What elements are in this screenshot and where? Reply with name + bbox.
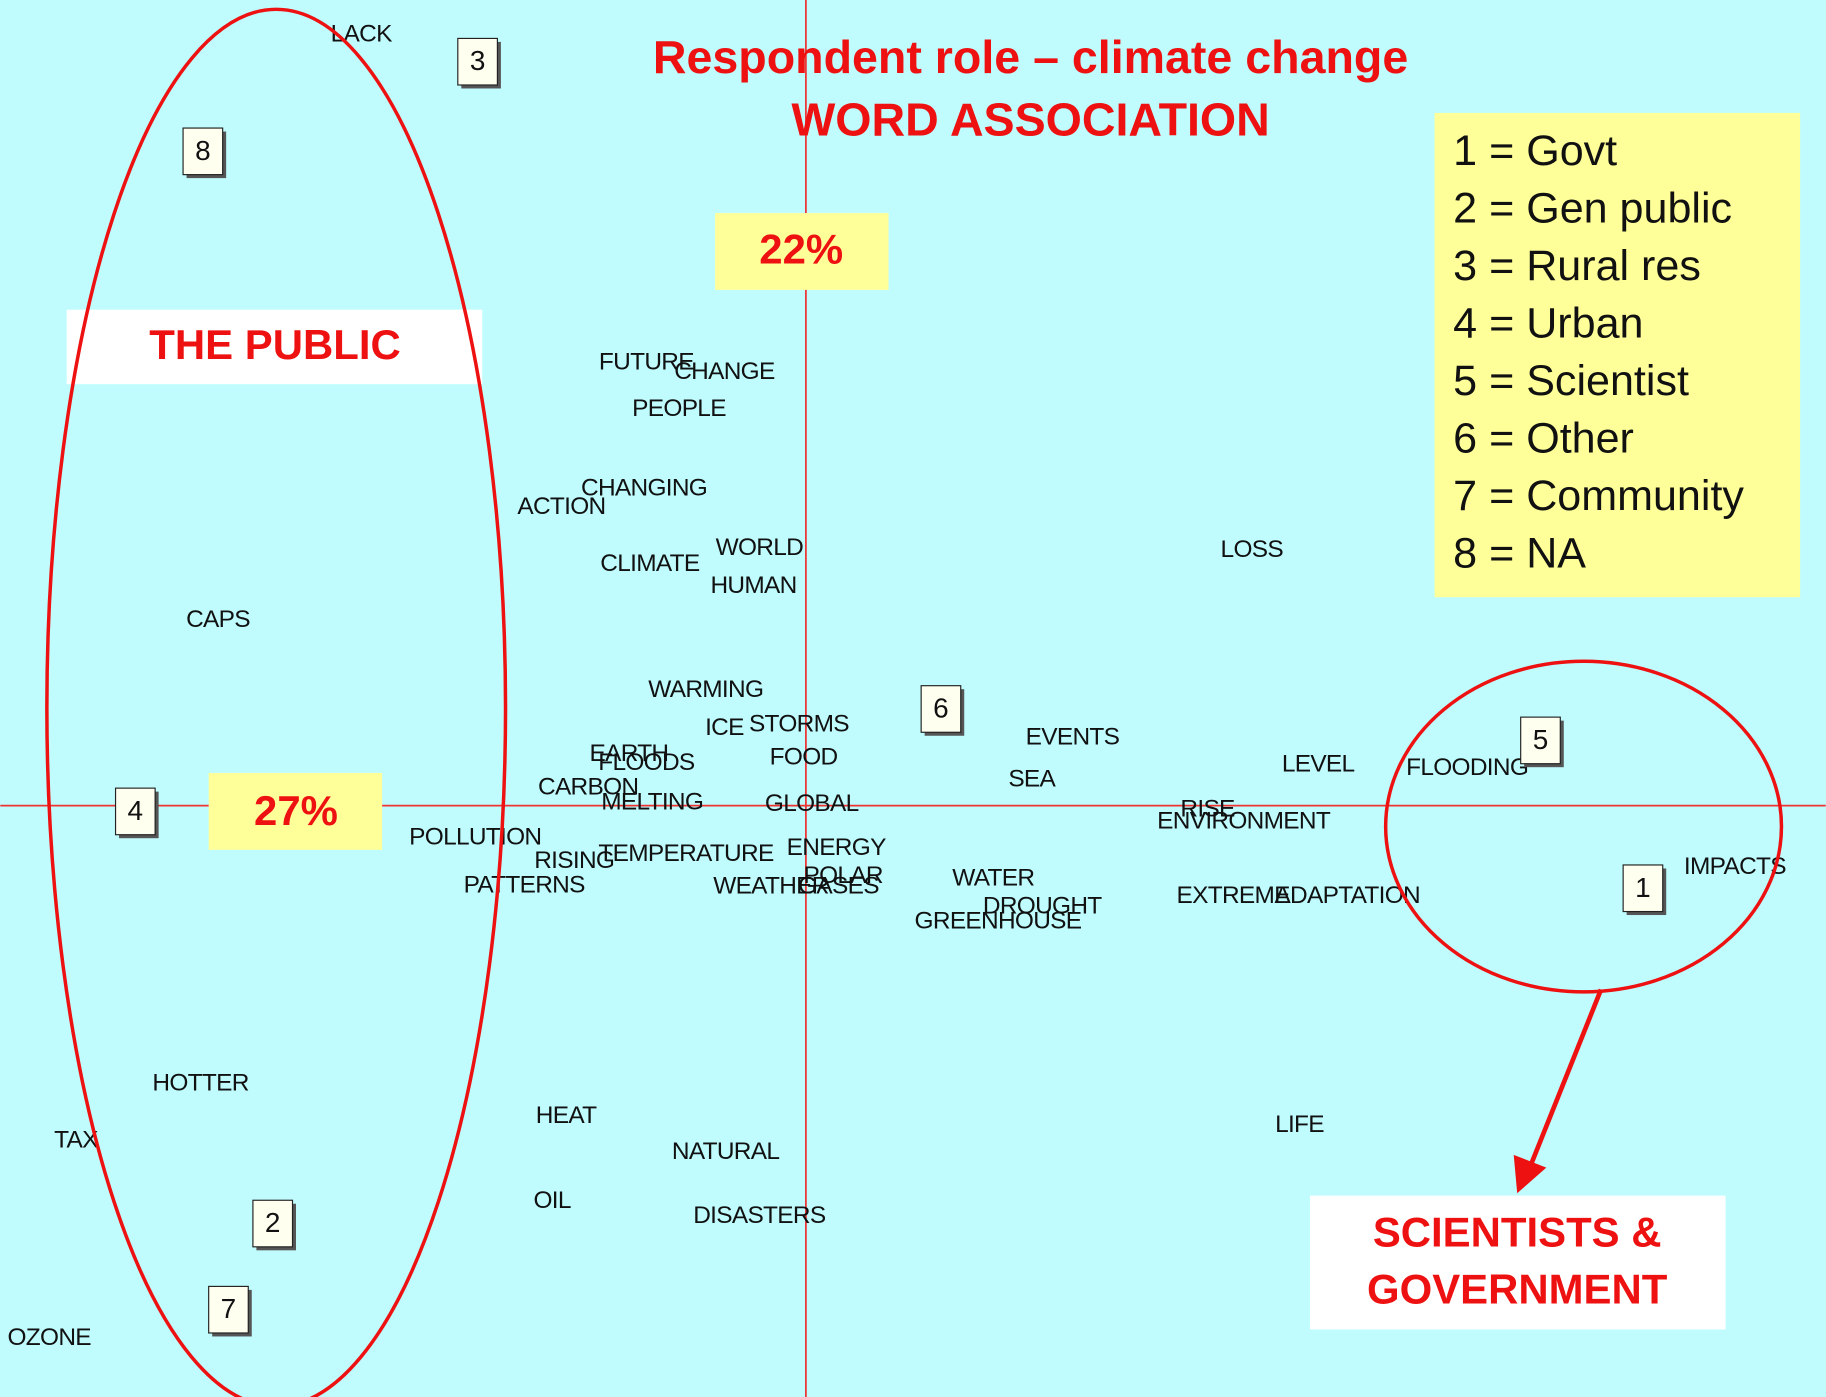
word: ADAPTATION [1274, 882, 1420, 909]
word: POLLUTION [409, 824, 541, 851]
word: HEAT [536, 1102, 597, 1129]
marker-label: 5 [1533, 724, 1549, 755]
word: ENVIRONMENT [1157, 807, 1331, 834]
word: FOOD [770, 743, 838, 770]
word: GASES [798, 873, 879, 900]
word: EARTH [589, 740, 668, 767]
word: DROUGHT [983, 892, 1102, 919]
group-sci: SCIENTISTS & [1373, 1208, 1662, 1255]
word: WEATHER [713, 873, 829, 900]
word: HUMAN [710, 572, 796, 599]
percent-box [208, 773, 383, 850]
word: DISASTERS [693, 1202, 826, 1229]
word: CHANGE [674, 358, 775, 385]
word: OIL [533, 1187, 570, 1214]
percent-box [715, 213, 889, 290]
legend: 1 = Govt 2 = Gen public 3 = Rural res 4 = U… [1453, 127, 1744, 578]
word: POLAR [803, 862, 882, 889]
marker-box [114, 787, 156, 836]
word: RISING [534, 847, 614, 874]
word: LEVEL [1282, 750, 1355, 777]
marker-label: 6 [933, 693, 949, 724]
marker-box [1622, 864, 1664, 913]
word: MELTING [601, 789, 703, 816]
sci-ellipse [1383, 659, 1784, 994]
legend-entry: 2 = Gen public [1453, 185, 1732, 233]
word: LOSS [1221, 536, 1284, 563]
legend-box [1434, 112, 1801, 598]
word: PATTERNS [464, 871, 586, 898]
word: LACK [331, 20, 393, 47]
marker-label: 1 [1635, 872, 1651, 903]
marker-label: 8 [195, 135, 211, 166]
word: CAPS [186, 606, 250, 633]
group-public: THE PUBLIC [149, 321, 400, 368]
title: Respondent role – climate change [653, 31, 1408, 83]
arrow-head [1513, 1154, 1547, 1194]
marker-box [208, 1285, 249, 1334]
word: TEMPERATURE [598, 840, 774, 867]
marker-box [1520, 716, 1561, 765]
marker-label: 7 [221, 1293, 237, 1324]
word: ICE [705, 714, 744, 741]
label-box [66, 309, 483, 385]
word: OZONE [7, 1324, 91, 1351]
word: ACTION [517, 493, 605, 520]
label-box [1309, 1195, 1726, 1330]
word: HOTTER [152, 1069, 248, 1096]
marker-label: 2 [265, 1207, 281, 1238]
legend-entry: 7 = Community [1453, 472, 1744, 520]
marker-layer: 3 8 6 5 4 1 2 7 [114, 37, 1667, 1337]
word: GLOBAL [765, 790, 859, 817]
word: WATER [952, 864, 1034, 891]
marker-label: 3 [470, 45, 486, 76]
word: WARMING [648, 676, 763, 703]
word: WORLD [716, 534, 804, 561]
legend-entry: 6 = Other [1453, 415, 1634, 463]
word: TAX [54, 1126, 98, 1153]
word: RISE [1180, 796, 1235, 823]
marker-box [252, 1199, 294, 1248]
word: NATURAL [672, 1138, 779, 1165]
word: FUTURE [599, 349, 694, 376]
word: FLOODING [1406, 754, 1528, 781]
word: PEOPLE [632, 395, 726, 422]
legend-entry: 5 = Scientist [1453, 357, 1689, 405]
public-ellipse [45, 7, 508, 1397]
word: CHANGING [581, 474, 707, 501]
word: FLOODS [598, 749, 695, 776]
legend-entry: 3 = Rural res [1453, 242, 1701, 290]
percent-top: 22% [759, 226, 843, 273]
legend-entry: 1 = Govt [1453, 127, 1617, 175]
marker-box [182, 127, 224, 176]
word: CARBON [538, 774, 638, 801]
group-sci: GOVERNMENT [1367, 1265, 1668, 1312]
title: WORD ASSOCIATION [791, 94, 1269, 146]
word: IMPACTS [1684, 853, 1786, 880]
percent-left: 27% [254, 787, 338, 834]
word: SEA [1008, 765, 1056, 792]
word: ENERGY [787, 834, 886, 861]
legend-entry: 4 = Urban [1453, 300, 1643, 348]
word: GREENHOUSE [915, 907, 1082, 934]
word: EXTREME [1177, 882, 1291, 909]
marker-label: 4 [128, 795, 144, 826]
legend-entry: 8 = NA [1453, 530, 1586, 578]
word: STORMS [749, 711, 849, 738]
arrow-line [1529, 988, 1604, 1166]
word: CLIMATE [600, 550, 700, 577]
marker-box [457, 37, 498, 86]
word: EVENTS [1026, 724, 1120, 751]
marker-box [920, 685, 962, 733]
word: LIFE [1275, 1111, 1324, 1138]
